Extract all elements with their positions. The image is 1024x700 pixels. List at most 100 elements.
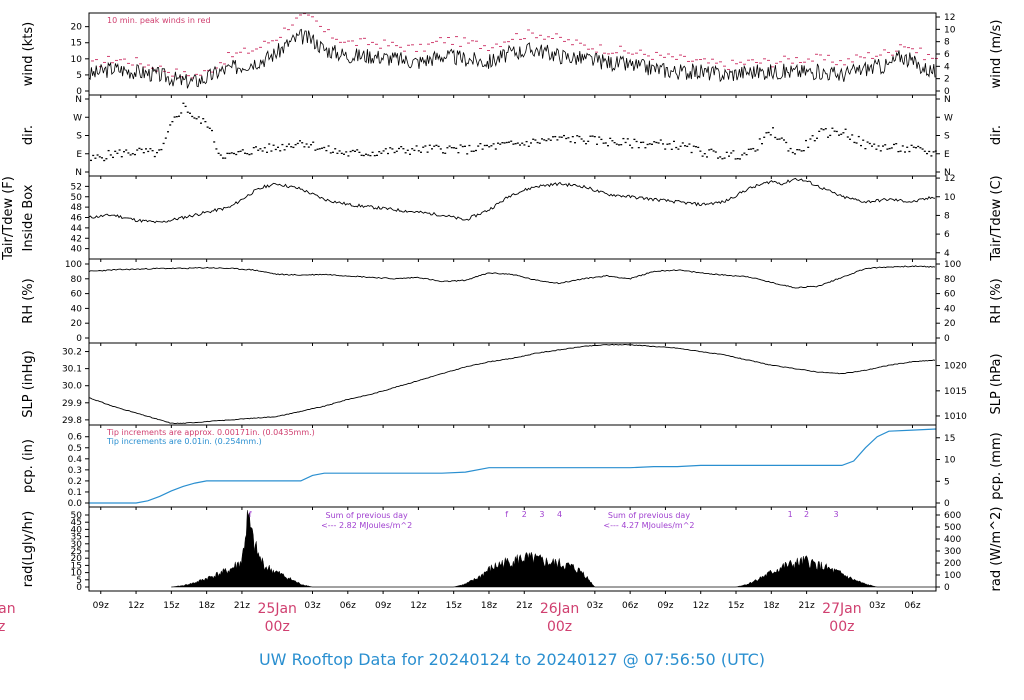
- pcp-right-tick-label: 15: [944, 434, 955, 444]
- rh-left-tick-label: 20: [71, 319, 83, 329]
- x-date-time-label: 00z: [547, 619, 572, 635]
- temp-left-tick-label: 40: [71, 245, 83, 255]
- wind-series-line: [88, 28, 936, 89]
- wind-left-tick-label: 5: [76, 71, 82, 81]
- temp-ylabel-left-2: Inside Box: [21, 184, 36, 251]
- pcp-left-tick-label: 0.1: [68, 488, 82, 498]
- pcp-left-tick-label: 0.5: [68, 444, 82, 454]
- x-tick-label: 18z: [481, 601, 497, 611]
- wind-ylabel-left: wind (kts): [21, 22, 36, 86]
- rad-left-tick-label: 0: [76, 583, 82, 593]
- rad-ylabel-left: rad(Lgly/hr): [21, 511, 36, 587]
- x-date-label: 27Jan: [822, 601, 861, 617]
- x-tick-label: 21z: [799, 601, 815, 611]
- rad-sum-note-line2: <--- 2.82 MJoules/m^2: [321, 521, 412, 530]
- rad-left-tick-label: 45: [71, 518, 82, 528]
- x-tick-label: 06z: [340, 601, 356, 611]
- rad-left-tick-label: 40: [71, 525, 83, 535]
- slp-ylabel-left: SLP (inHg): [21, 350, 36, 418]
- slp-left-tick-label: 29.8: [62, 416, 82, 426]
- pcp-left-tick-label: 0.3: [68, 466, 82, 476]
- dir-ylabel-right: dir.: [989, 125, 1004, 145]
- temp-left-tick-label: 42: [71, 234, 82, 244]
- x-tick-label: 03z: [304, 601, 320, 611]
- rad-area: [171, 510, 936, 588]
- temp-ylabel-left-1: Tair/Tdew (F): [1, 176, 16, 261]
- rad-right-tick-label: 200: [944, 559, 961, 569]
- wind-panel-frame: [88, 12, 937, 96]
- pcp-series-line: [89, 428, 937, 504]
- dir-right-tick-label: N: [944, 95, 951, 105]
- rh-left-tick-label: 40: [71, 304, 83, 314]
- pcp-right-tick-label: 5: [944, 477, 950, 487]
- rad-left-tick-label: 25: [71, 547, 82, 557]
- pcp-right-tick-label: 10: [944, 456, 956, 466]
- slp-right-tick-label: 1020: [944, 362, 967, 372]
- wind-left-tick-label: 0: [76, 87, 82, 97]
- wind-right-tick-label: 6: [944, 50, 950, 60]
- x-tick-label: 03z: [587, 601, 603, 611]
- pcp-annotation-2: Tip increments are 0.01in. (0.254mm.): [106, 437, 262, 446]
- temp-left-tick-label: 48: [71, 203, 83, 213]
- footer-title: UW Rooftop Data for 20240124 to 20240127…: [259, 650, 765, 669]
- dir-left-tick-label: S: [76, 132, 82, 142]
- x-tick-label: 15z: [163, 601, 179, 611]
- wind-left-tick-label: 15: [71, 39, 82, 49]
- wind-right-tick-label: 0: [944, 87, 950, 97]
- temp-right-tick-label: 8: [944, 211, 950, 221]
- rad-left-tick-label: 15: [71, 561, 82, 571]
- slp-right-tick-label: 1010: [944, 412, 967, 422]
- temp-ylabel-right: Tair/Tdew (C): [989, 175, 1004, 261]
- dir-right-tick-label: N: [944, 168, 951, 178]
- x-tick-label: 09z: [657, 601, 673, 611]
- x-date-label: 25Jan: [258, 601, 297, 617]
- wind-left-tick-label: 20: [71, 23, 83, 33]
- rh-left-tick-label: 60: [71, 290, 83, 300]
- rad-tick-annotation: 3: [539, 510, 544, 519]
- temp-left-tick-label: 50: [71, 193, 83, 203]
- pcp-right-tick-label: 0: [944, 499, 950, 509]
- slp-left-tick-label: 30.2: [62, 348, 82, 358]
- x-date-time-label: 00z: [829, 619, 854, 635]
- rad-sum-note-line1: Sum of previous day: [326, 511, 408, 520]
- pcp-left-tick-label: 0.0: [68, 499, 83, 509]
- rad-left-tick-label: 20: [71, 554, 83, 564]
- pcp-left-tick-label: 0.2: [68, 477, 82, 487]
- rad-tick-annotation: 3: [833, 510, 838, 519]
- rh-right-tick-label: 80: [944, 275, 956, 285]
- rad-left-tick-label: 35: [71, 533, 82, 543]
- pcp-ylabel-left: pcp. (in): [21, 439, 36, 493]
- dir-panel-frame: [88, 94, 937, 177]
- slp-left-tick-label: 30.0: [62, 382, 82, 392]
- wind-ylabel-right: wind (m/s): [989, 20, 1004, 89]
- rh-left-tick-label: 80: [71, 275, 83, 285]
- x-tick-label: 03z: [869, 601, 885, 611]
- rad-ylabel-right: rad (W/m^2): [989, 507, 1004, 592]
- wind-right-tick-label: 2: [944, 75, 950, 85]
- rad-tick-annotation: 4: [557, 510, 562, 519]
- rad-left-tick-label: 5: [76, 576, 82, 586]
- slp-series-line: [88, 343, 936, 425]
- slp-right-tick-label: 1015: [944, 387, 967, 397]
- dir-left-tick-label: E: [76, 150, 82, 160]
- pcp-ylabel-right: pcp. (mm): [989, 432, 1004, 499]
- x-tick-label: 06z: [622, 601, 638, 611]
- rad-tick-annotation: f: [505, 510, 508, 519]
- x-tick-label: 21z: [516, 601, 532, 611]
- rad-right-tick-label: 0: [944, 583, 950, 593]
- pcp-left-tick-label: 0.4: [68, 455, 83, 465]
- rh-ylabel-right: RH (%): [989, 278, 1004, 323]
- rh-panel-frame: [88, 258, 937, 344]
- dir-ylabel-left: dir.: [21, 125, 36, 145]
- temp-series-line: [88, 177, 936, 224]
- dir-left-tick-label: N: [75, 168, 82, 178]
- wind-left-tick-label: 10: [71, 55, 83, 65]
- x-date-label: 26Jan: [540, 601, 579, 617]
- rh-right-tick-label: 60: [944, 290, 956, 300]
- temp-left-tick-label: 44: [71, 224, 83, 234]
- rad-right-tick-label: 100: [944, 571, 961, 581]
- wind-right-tick-label: 12: [944, 13, 955, 23]
- rh-right-tick-label: 0: [944, 334, 950, 344]
- dir-right-tick-label: E: [944, 150, 950, 160]
